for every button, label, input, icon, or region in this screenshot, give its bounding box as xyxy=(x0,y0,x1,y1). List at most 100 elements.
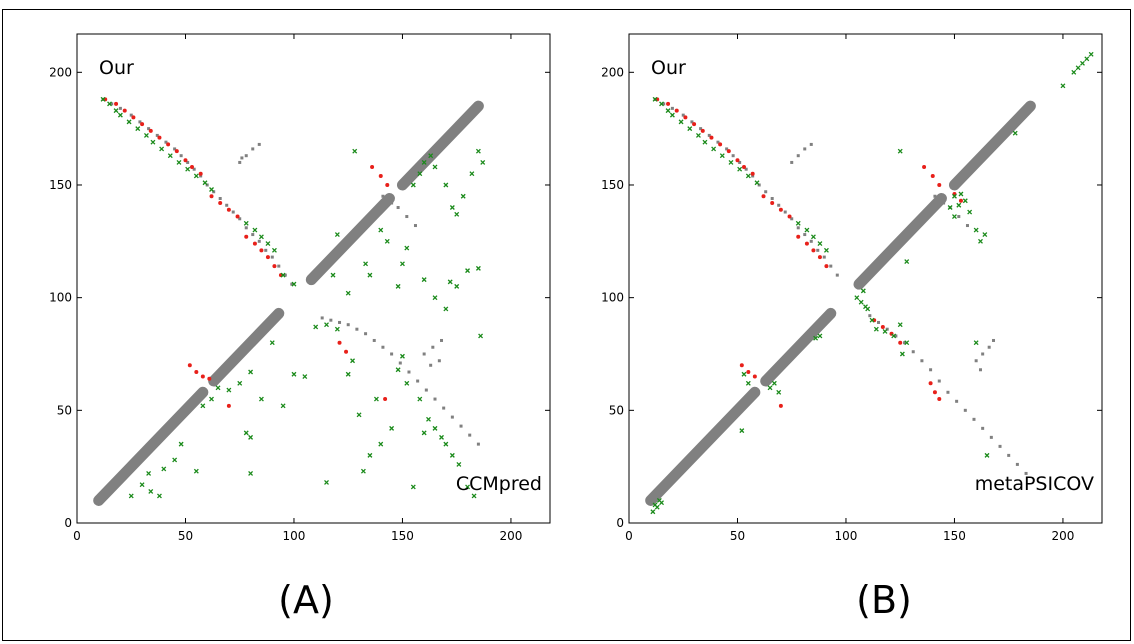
green-x-point xyxy=(702,139,708,145)
red-point xyxy=(207,376,212,381)
plot-area-frame xyxy=(628,33,1103,524)
diagonal-band xyxy=(760,307,837,387)
grey-point xyxy=(129,113,133,117)
grey-point xyxy=(212,190,216,194)
green-x-point xyxy=(237,380,243,386)
red-point xyxy=(683,115,688,120)
grey-point xyxy=(978,368,982,372)
red-point xyxy=(932,390,937,395)
green-x-point xyxy=(265,241,271,247)
grey-point xyxy=(429,363,433,367)
grey-point xyxy=(716,140,720,144)
green-x-point xyxy=(352,148,358,154)
grey-point xyxy=(468,433,472,437)
grey-point xyxy=(751,174,755,178)
grey-point xyxy=(731,154,735,158)
grey-point xyxy=(381,194,385,198)
green-x-point xyxy=(113,108,119,114)
green-x-point xyxy=(243,430,249,436)
green-x-point xyxy=(745,173,751,179)
grey-point xyxy=(974,359,978,363)
green-x-point xyxy=(719,153,725,159)
red-point xyxy=(778,207,783,212)
grey-point xyxy=(1024,471,1028,475)
green-x-point xyxy=(652,96,658,102)
red-point xyxy=(709,135,714,140)
green-x-point xyxy=(891,333,897,339)
red-point xyxy=(796,234,801,239)
red-point xyxy=(778,403,783,408)
y-tick-label: 100 xyxy=(601,291,624,305)
green-x-point xyxy=(897,148,903,154)
green-x-point xyxy=(678,119,684,125)
green-x-point xyxy=(454,283,460,289)
y-tick-label: 50 xyxy=(57,403,72,417)
red-point xyxy=(189,164,194,169)
diagonal-band xyxy=(208,307,285,387)
green-x-point xyxy=(860,288,866,294)
grey-point xyxy=(251,147,255,151)
grey-point xyxy=(225,203,229,207)
red-point xyxy=(666,101,671,106)
green-x-point xyxy=(767,385,773,391)
grey-point xyxy=(835,273,839,277)
green-x-point xyxy=(817,241,823,247)
grey-point xyxy=(822,255,826,259)
green-x-point xyxy=(150,139,156,145)
green-x-point xyxy=(899,351,905,357)
grey-point xyxy=(251,233,255,237)
grey-point xyxy=(398,361,402,365)
green-x-point xyxy=(156,493,162,499)
red-point xyxy=(787,214,792,219)
grey-point xyxy=(911,350,915,354)
red-point xyxy=(344,349,349,354)
green-x-point xyxy=(951,193,957,199)
red-point xyxy=(383,397,388,402)
green-x-point xyxy=(728,159,734,165)
green-x-point xyxy=(215,385,221,391)
green-x-point xyxy=(873,326,879,332)
red-point xyxy=(187,363,192,368)
green-x-point xyxy=(143,132,149,138)
green-x-point xyxy=(243,220,249,226)
grey-point xyxy=(796,154,800,158)
red-point xyxy=(930,173,935,178)
grey-point xyxy=(205,183,209,187)
green-x-point xyxy=(1060,83,1066,89)
green-x-point xyxy=(148,488,154,494)
green-x-point xyxy=(399,353,405,359)
green-x-point xyxy=(209,396,214,402)
green-x-point xyxy=(202,180,208,186)
red-point xyxy=(209,194,214,199)
grey-point xyxy=(987,345,991,349)
green-x-point xyxy=(865,306,871,312)
grey-point xyxy=(346,323,350,327)
x-tick-label: 200 xyxy=(499,529,522,543)
red-point xyxy=(937,397,942,402)
green-x-point xyxy=(367,452,373,458)
red-point xyxy=(131,115,136,120)
red-point xyxy=(226,403,231,408)
green-x-point xyxy=(176,159,182,165)
grey-point xyxy=(179,154,183,158)
green-x-point xyxy=(248,369,254,375)
grey-point xyxy=(390,352,394,356)
diagonal-band xyxy=(305,193,395,286)
red-point xyxy=(114,101,119,106)
green-x-point xyxy=(869,317,875,323)
green-x-point xyxy=(280,272,286,278)
grey-point xyxy=(1007,453,1011,457)
grey-point xyxy=(186,160,190,164)
green-x-point xyxy=(754,180,760,186)
red-point xyxy=(726,149,731,154)
green-x-point xyxy=(280,403,286,409)
grey-point xyxy=(424,388,428,392)
green-x-point xyxy=(659,101,665,107)
green-x-point xyxy=(291,371,297,377)
green-x-point xyxy=(454,211,460,217)
red-point xyxy=(750,171,755,176)
grey-point xyxy=(364,332,368,336)
grey-point xyxy=(199,174,203,178)
grey-point xyxy=(416,379,420,383)
